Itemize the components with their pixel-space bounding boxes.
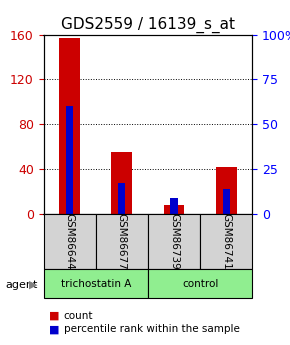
Bar — [118, 184, 126, 214]
FancyBboxPatch shape — [148, 214, 200, 269]
Bar — [170, 198, 178, 214]
Bar — [222, 189, 230, 214]
Text: ▶: ▶ — [29, 280, 37, 289]
Text: agent: agent — [6, 280, 38, 289]
Text: trichostatin A: trichostatin A — [61, 279, 131, 289]
Bar — [164, 205, 184, 214]
FancyBboxPatch shape — [148, 269, 252, 298]
FancyBboxPatch shape — [200, 214, 252, 269]
FancyBboxPatch shape — [96, 214, 148, 269]
Bar — [66, 106, 73, 214]
Text: control: control — [182, 279, 218, 289]
FancyBboxPatch shape — [44, 269, 148, 298]
Bar — [111, 152, 132, 214]
Bar — [216, 167, 237, 214]
Text: ■: ■ — [49, 311, 60, 321]
Text: count: count — [64, 311, 93, 321]
Bar — [59, 38, 80, 214]
Title: GDS2559 / 16139_s_at: GDS2559 / 16139_s_at — [61, 17, 235, 33]
Text: percentile rank within the sample: percentile rank within the sample — [64, 325, 240, 334]
Text: ■: ■ — [49, 325, 60, 334]
Text: GSM86644: GSM86644 — [65, 213, 75, 270]
Text: GSM86677: GSM86677 — [117, 213, 127, 270]
Text: GSM86741: GSM86741 — [221, 213, 231, 270]
FancyBboxPatch shape — [44, 214, 96, 269]
Text: GSM86739: GSM86739 — [169, 213, 179, 270]
